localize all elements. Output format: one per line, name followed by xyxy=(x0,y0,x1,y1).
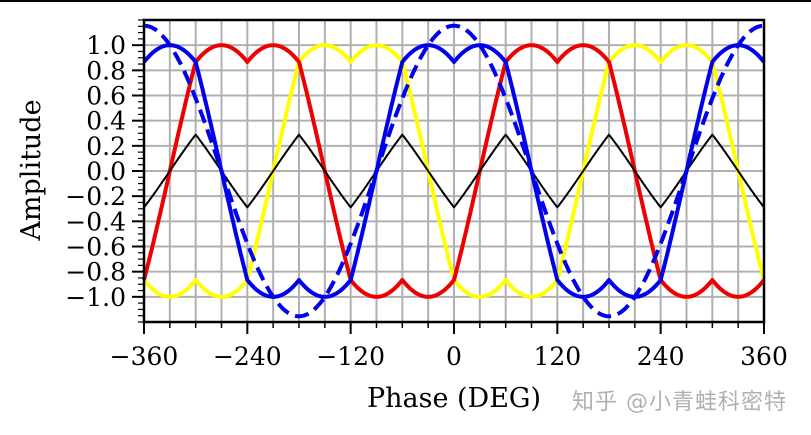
x-tick-label: −360 xyxy=(110,342,179,371)
x-tick-label: 240 xyxy=(637,342,685,371)
y-tick-label: 0.4 xyxy=(86,107,126,136)
y-tick-label: 0.6 xyxy=(86,82,126,111)
x-tick-label: −240 xyxy=(213,342,282,371)
y-tick-label: 0.2 xyxy=(86,132,126,161)
data-series xyxy=(142,23,766,319)
y-axis-label: Amplitude xyxy=(16,99,47,241)
top-border-line xyxy=(0,0,811,2)
x-tick-label: 0 xyxy=(446,342,462,371)
x-tick-label: −120 xyxy=(316,342,385,371)
axis-ticks xyxy=(132,19,765,334)
y-tick-label: −0.8 xyxy=(65,258,126,287)
y-tick-label: 1.0 xyxy=(86,31,126,60)
x-axis-label: Phase (DEG) xyxy=(367,383,541,414)
y-tick-labels: 1.00.80.60.40.20.0−0.2−0.4−0.6−0.8−1.0 xyxy=(65,31,126,312)
x-tick-labels: −360 −240 −120 0 120 240 360 xyxy=(110,342,788,371)
watermark: 知乎 @小青蛙科密特 xyxy=(572,390,787,415)
series-line xyxy=(142,43,766,299)
y-tick-label: −0.6 xyxy=(65,233,126,262)
y-tick-label: 0.8 xyxy=(86,56,126,85)
y-tick-label: −1.0 xyxy=(65,283,126,312)
series-line xyxy=(143,133,765,209)
y-tick-label: −0.4 xyxy=(65,207,126,236)
x-tick-label: 120 xyxy=(533,342,581,371)
series-line xyxy=(142,23,766,319)
y-tick-label: 0.0 xyxy=(86,157,126,186)
y-tick-label: −0.2 xyxy=(65,182,126,211)
x-tick-label: 360 xyxy=(740,342,788,371)
